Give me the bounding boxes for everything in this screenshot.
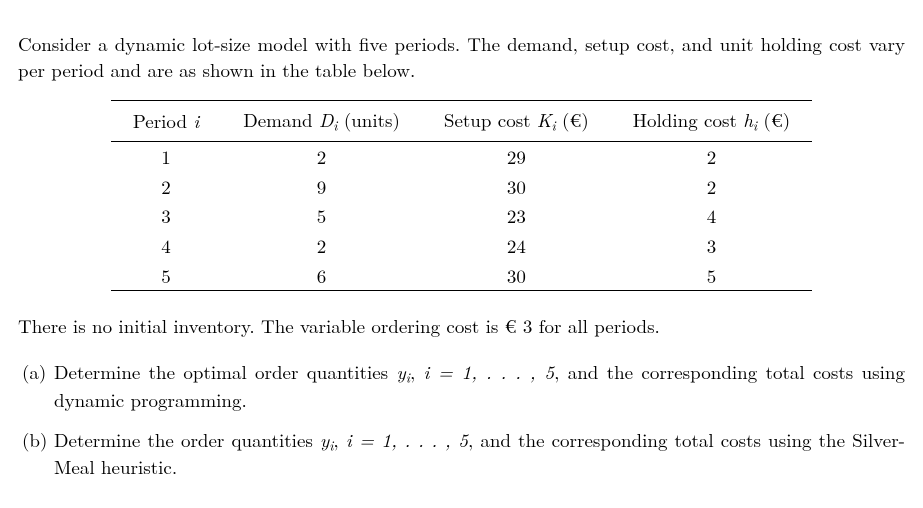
qa-pre: Determine the optimal order quantities (54, 358, 397, 385)
qa-sym: y (397, 358, 406, 385)
hdr-setup-sym: K (537, 106, 552, 133)
table-row: 2 9 30 2 (111, 172, 812, 202)
cell-demand: 6 (221, 261, 422, 291)
hdr-hold-post: (€) (757, 106, 790, 133)
question-body: Determine the order quantities yi, i = 1… (54, 427, 905, 481)
hdr-period-pre: Period (133, 107, 194, 134)
question-list: (a) Determine the optimal order quantiti… (18, 359, 905, 480)
cell-period: 2 (111, 172, 221, 202)
qb-idx: i = 1, . . . , 5 (346, 426, 468, 453)
col-demand: Demand Di (units) (221, 101, 422, 142)
cell-holding: 4 (611, 201, 812, 231)
table-row: 3 5 23 4 (111, 201, 812, 231)
cell-demand: 2 (221, 231, 422, 261)
cell-period: 5 (111, 261, 221, 291)
hdr-period-i: i (193, 107, 199, 134)
question-body: Determine the optimal order quantities y… (54, 359, 905, 413)
parameter-table: Period i Demand Di (units) Setup cost Ki… (111, 100, 812, 291)
table-row: 4 2 24 3 (111, 231, 812, 261)
intro-paragraph: Consider a dynamic lot-size model with f… (18, 31, 905, 82)
cell-demand: 2 (221, 142, 422, 172)
cell-setup: 23 (422, 201, 611, 231)
qa-mid: , (410, 358, 424, 385)
cell-demand: 5 (221, 201, 422, 231)
question-label: (a) (18, 359, 54, 413)
cell-holding: 5 (611, 261, 812, 291)
cell-holding: 2 (611, 172, 812, 202)
cell-holding: 2 (611, 142, 812, 172)
col-setup: Setup cost Ki (€) (422, 101, 611, 142)
cell-period: 4 (111, 231, 221, 261)
table-row: 5 6 30 5 (111, 261, 812, 291)
cell-holding: 3 (611, 231, 812, 261)
hdr-demand-sym: D (319, 106, 333, 133)
cell-demand: 9 (221, 172, 422, 202)
note-paragraph: There is no initial inventory. The varia… (18, 313, 905, 339)
qb-pre: Determine the order quantities (54, 426, 320, 453)
table-header-row: Period i Demand Di (units) Setup cost Ki… (111, 101, 812, 142)
cell-setup: 29 (422, 142, 611, 172)
cell-period: 3 (111, 201, 221, 231)
table-row: 1 2 29 2 (111, 142, 812, 172)
hdr-demand-pre: Demand (243, 106, 319, 133)
cell-period: 1 (111, 142, 221, 172)
cell-setup: 30 (422, 172, 611, 202)
question-b: (b) Determine the order quantities yi, i… (18, 427, 905, 481)
hdr-setup-post: (€) (556, 106, 589, 133)
col-period: Period i (111, 101, 221, 142)
hdr-setup-pre: Setup cost (444, 106, 537, 133)
cell-setup: 24 (422, 231, 611, 261)
qa-idx: i = 1, . . . , 5 (424, 358, 555, 385)
hdr-hold-pre: Holding cost (633, 106, 743, 133)
qb-mid: , (333, 426, 345, 453)
hdr-demand-post: (units) (338, 106, 400, 133)
hdr-hold-sym: h (743, 106, 753, 133)
col-holding: Holding cost hi (€) (611, 101, 812, 142)
cell-setup: 30 (422, 261, 611, 291)
question-a: (a) Determine the optimal order quantiti… (18, 359, 905, 413)
question-label: (b) (18, 427, 54, 481)
qb-sym: y (320, 426, 329, 453)
